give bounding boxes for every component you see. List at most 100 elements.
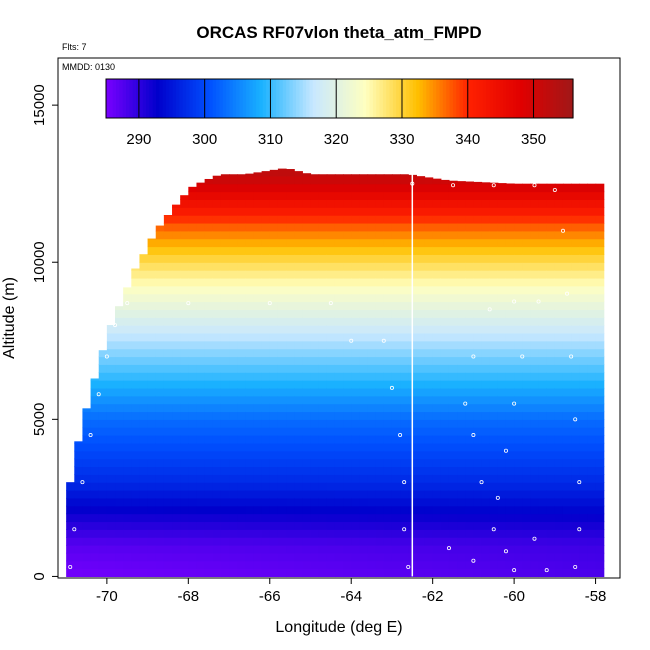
- heatmap-cell: [375, 427, 385, 436]
- heatmap-cell: [310, 293, 320, 303]
- heatmap-cell: [204, 435, 214, 444]
- heatmap-cell: [562, 474, 572, 483]
- heatmap-cell: [562, 332, 572, 342]
- heatmap-cell: [587, 285, 597, 295]
- heatmap-cell: [334, 537, 344, 546]
- heatmap-cell: [481, 199, 491, 208]
- heatmap-cell: [212, 458, 222, 468]
- heatmap-cell: [505, 199, 515, 208]
- heatmap-cell: [229, 419, 238, 428]
- heatmap-cell: [326, 387, 336, 397]
- heatmap-cell: [391, 411, 401, 420]
- heatmap-cell: [310, 285, 320, 295]
- heatmap-cell: [269, 380, 279, 389]
- flight-track-point: [512, 299, 517, 304]
- heatmap-cell: [546, 442, 556, 452]
- heatmap-cell: [286, 435, 295, 444]
- heatmap-cell: [318, 317, 328, 326]
- colorbar-segment: [286, 79, 291, 118]
- heatmap-cell: [261, 466, 271, 475]
- heatmap-cell: [440, 207, 450, 216]
- heatmap-cell: [253, 325, 263, 334]
- heatmap-cell: [359, 191, 369, 200]
- heatmap-cell: [440, 301, 450, 310]
- heatmap-cell: [310, 552, 320, 562]
- heatmap-cell: [269, 490, 279, 499]
- heatmap-cell: [351, 403, 360, 413]
- heatmap-cell: [571, 207, 580, 216]
- heatmap-cell: [351, 529, 360, 538]
- heatmap-cell: [229, 427, 238, 436]
- heatmap-cell: [123, 356, 132, 365]
- heatmap-cell: [294, 387, 303, 397]
- heatmap-cell: [204, 458, 214, 468]
- heatmap-cell: [180, 293, 189, 303]
- heatmap-cell: [505, 222, 515, 232]
- heatmap-cell: [473, 529, 483, 538]
- heatmap-cell: [326, 262, 336, 271]
- heatmap-cell: [302, 513, 312, 523]
- heatmap-cell: [351, 411, 360, 420]
- heatmap-cell: [546, 262, 556, 271]
- heatmap-cell: [457, 325, 466, 334]
- heatmap-cell: [253, 387, 263, 397]
- heatmap-cell: [163, 270, 173, 279]
- heatmap-cell: [595, 215, 605, 224]
- heatmap-cell: [82, 458, 92, 468]
- heatmap-cell: [571, 419, 580, 428]
- heatmap-cell: [310, 356, 320, 365]
- heatmap-cell: [286, 372, 295, 381]
- heatmap-cell: [497, 317, 507, 326]
- heatmap-cell: [180, 403, 189, 413]
- heatmap-cell: [514, 215, 523, 224]
- heatmap-cell: [400, 222, 409, 232]
- heatmap-cell: [163, 387, 173, 397]
- flight-track-point: [402, 527, 407, 532]
- heatmap-cell: [457, 545, 466, 554]
- heatmap-cell: [448, 325, 458, 334]
- heatmap-cell: [562, 293, 572, 303]
- heatmap-cell: [237, 285, 246, 295]
- heatmap-cell: [180, 387, 189, 397]
- heatmap-cell: [163, 277, 173, 287]
- heatmap-cell: [318, 254, 328, 263]
- heatmap-cell: [595, 450, 605, 460]
- heatmap-cell: [440, 411, 450, 420]
- heatmap-cell: [237, 372, 246, 381]
- heatmap-cell: [579, 191, 589, 200]
- flight-track-point: [512, 401, 517, 406]
- heatmap-cell: [155, 225, 165, 232]
- heatmap-cell: [139, 427, 149, 436]
- heatmap-cell: [497, 552, 507, 562]
- heatmap-cell: [424, 568, 434, 578]
- heatmap-cell: [310, 174, 320, 177]
- heatmap-cell: [579, 458, 589, 468]
- mmdd-note: MMDD: 0130: [62, 62, 115, 72]
- heatmap-cell: [359, 301, 369, 310]
- heatmap-cell: [155, 254, 165, 263]
- heatmap-cell: [163, 442, 173, 452]
- heatmap-cell: [448, 301, 458, 310]
- heatmap-cell: [351, 490, 360, 499]
- heatmap-cell: [253, 482, 263, 491]
- heatmap-cell: [172, 505, 181, 515]
- heatmap-cell: [481, 215, 491, 224]
- heatmap-cell: [286, 450, 295, 460]
- heatmap-cell: [571, 380, 580, 389]
- heatmap-cell: [229, 442, 238, 452]
- heatmap-cell: [351, 568, 360, 578]
- heatmap-cell: [391, 293, 401, 303]
- heatmap-cell: [562, 560, 572, 570]
- colorbar-segment: [362, 79, 367, 118]
- heatmap-cell: [375, 254, 385, 263]
- heatmap-cell: [587, 246, 597, 255]
- heatmap-cell: [253, 372, 263, 381]
- heatmap-cell: [538, 317, 548, 326]
- heatmap-cell: [343, 183, 352, 193]
- heatmap-cell: [172, 340, 181, 350]
- heatmap-cell: [514, 340, 523, 350]
- heatmap-cell: [131, 403, 141, 413]
- heatmap-cell: [489, 230, 499, 240]
- heatmap-cell: [220, 246, 230, 255]
- heatmap-cell: [237, 246, 246, 255]
